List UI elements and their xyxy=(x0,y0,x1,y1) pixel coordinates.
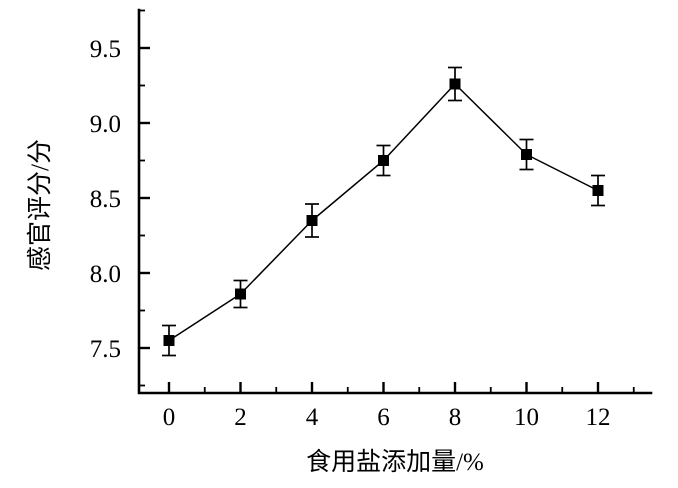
axis-spines xyxy=(137,8,653,395)
data-point-marker xyxy=(449,78,461,90)
y-tick-label: 7.5 xyxy=(90,336,121,363)
x-tick-label: 8 xyxy=(449,404,462,431)
data-point-marker xyxy=(235,288,246,300)
y-tick-label: 9.5 xyxy=(90,36,121,63)
data-point-markers xyxy=(163,78,604,346)
x-axis-ticks xyxy=(167,382,635,393)
y-axis-title: 感官评分/分 xyxy=(26,139,54,271)
y-tick-label: 8.0 xyxy=(90,261,121,288)
x-axis-tick-labels: 0 2 4 6 8 10 12 xyxy=(163,404,611,431)
y-axis-tick-labels: 7.5 8.0 8.5 9.0 9.5 xyxy=(90,36,121,363)
data-point-marker xyxy=(378,155,389,166)
x-tick-label: 0 xyxy=(163,404,176,431)
x-tick-label: 12 xyxy=(586,404,611,431)
x-tick-label: 2 xyxy=(234,404,247,431)
x-tick-label: 6 xyxy=(377,404,390,431)
x-axis-title: 食用盐添加量/% xyxy=(306,448,484,476)
y-axis-ticks xyxy=(139,9,150,387)
x-tick-label: 4 xyxy=(306,404,319,431)
data-point-marker xyxy=(521,149,532,160)
y-tick-label: 9.0 xyxy=(90,111,121,138)
x-tick-label: 10 xyxy=(514,404,539,431)
data-point-marker xyxy=(306,215,318,226)
y-tick-label: 8.5 xyxy=(90,186,121,213)
data-point-marker xyxy=(592,185,604,196)
data-point-marker xyxy=(163,335,175,346)
